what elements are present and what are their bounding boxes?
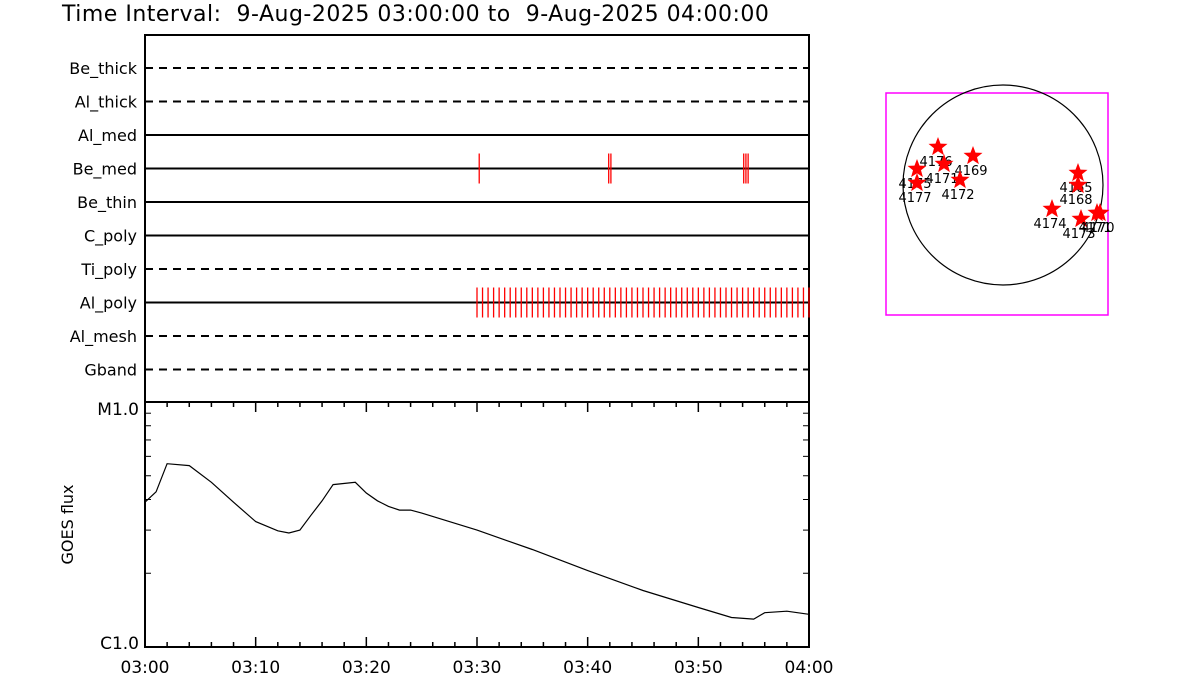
- title-end: 9-Aug-2025 04:00:00: [525, 2, 770, 27]
- x-tick-label: 03:20: [342, 658, 391, 678]
- x-tick-label: 03:40: [563, 658, 612, 678]
- active-region-star: [928, 137, 948, 156]
- track-label: Ti_poly: [80, 260, 137, 280]
- track-label: Al_mesh: [70, 327, 137, 347]
- active-region-star: [1068, 163, 1088, 182]
- solar-limb: [902, 84, 1104, 286]
- y-bottom-label: C1.0: [100, 634, 139, 654]
- active-region-star: [950, 170, 970, 189]
- track-label: Be_med: [73, 160, 137, 180]
- active-region-star: [963, 146, 983, 165]
- active-region-label: 4174: [1033, 217, 1066, 232]
- active-region-star: [934, 154, 954, 173]
- active-region-star: [1071, 209, 1091, 228]
- track-label: Gband: [84, 361, 137, 380]
- title-prefix: Time Interval:: [62, 2, 222, 27]
- active-region-star: [1042, 199, 1062, 218]
- attenuator-timeline-panel: Be_thick Al_thick Al_med Be_med Be_thin C_pol…: [69, 34, 810, 403]
- solar-disk-map: 4175417641714169417241774165416841744173…: [885, 84, 1115, 316]
- timeline-frame: [144, 34, 810, 403]
- x-tick-label: 03:10: [231, 658, 280, 678]
- goes-flux-panel: 03:00 03:10 03:20 03:30 03:40 03:50 04:00 M1.0 C…: [58, 400, 834, 678]
- active-region-label: 4169: [954, 164, 987, 179]
- y-axis-label: GOES flux: [58, 484, 77, 564]
- active-region-star: [1090, 203, 1110, 222]
- active-region-label: 4168: [1059, 193, 1092, 208]
- x-tick-label: 03:50: [674, 658, 723, 678]
- goes-flux-line: [144, 463, 810, 620]
- time-interval-title: Time Interval: 9-Aug-2025 03:00:00 to 9-…: [62, 2, 769, 27]
- title-separator: to: [487, 2, 511, 27]
- active-region-star: [1068, 175, 1088, 194]
- track-label: Al_med: [78, 126, 137, 146]
- track-label: Al_thick: [75, 93, 138, 113]
- title-start: 9-Aug-2025 03:00:00: [236, 2, 481, 27]
- active-region-label: 4170: [1081, 221, 1114, 236]
- track-label: Be_thin: [77, 193, 137, 213]
- map-frame: [885, 92, 1109, 316]
- active-region-label: 4177: [898, 191, 931, 206]
- track-label: C_poly: [84, 227, 137, 247]
- x-tick-label: 03:30: [453, 658, 502, 678]
- active-region-label: 4171: [1078, 221, 1111, 236]
- x-tick-label: 03:00: [121, 658, 170, 678]
- active-region-star: [907, 173, 927, 192]
- x-tick-label: 04:00: [785, 658, 834, 678]
- active-region-star: [907, 159, 927, 178]
- track-label: Be_thick: [69, 59, 137, 79]
- active-region-label: 4172: [941, 188, 974, 203]
- active-region-label: 4171: [925, 172, 958, 187]
- track-label: Al_poly: [80, 294, 137, 314]
- active-region-label: 4173: [1062, 227, 1095, 242]
- y-top-label: M1.0: [97, 400, 139, 420]
